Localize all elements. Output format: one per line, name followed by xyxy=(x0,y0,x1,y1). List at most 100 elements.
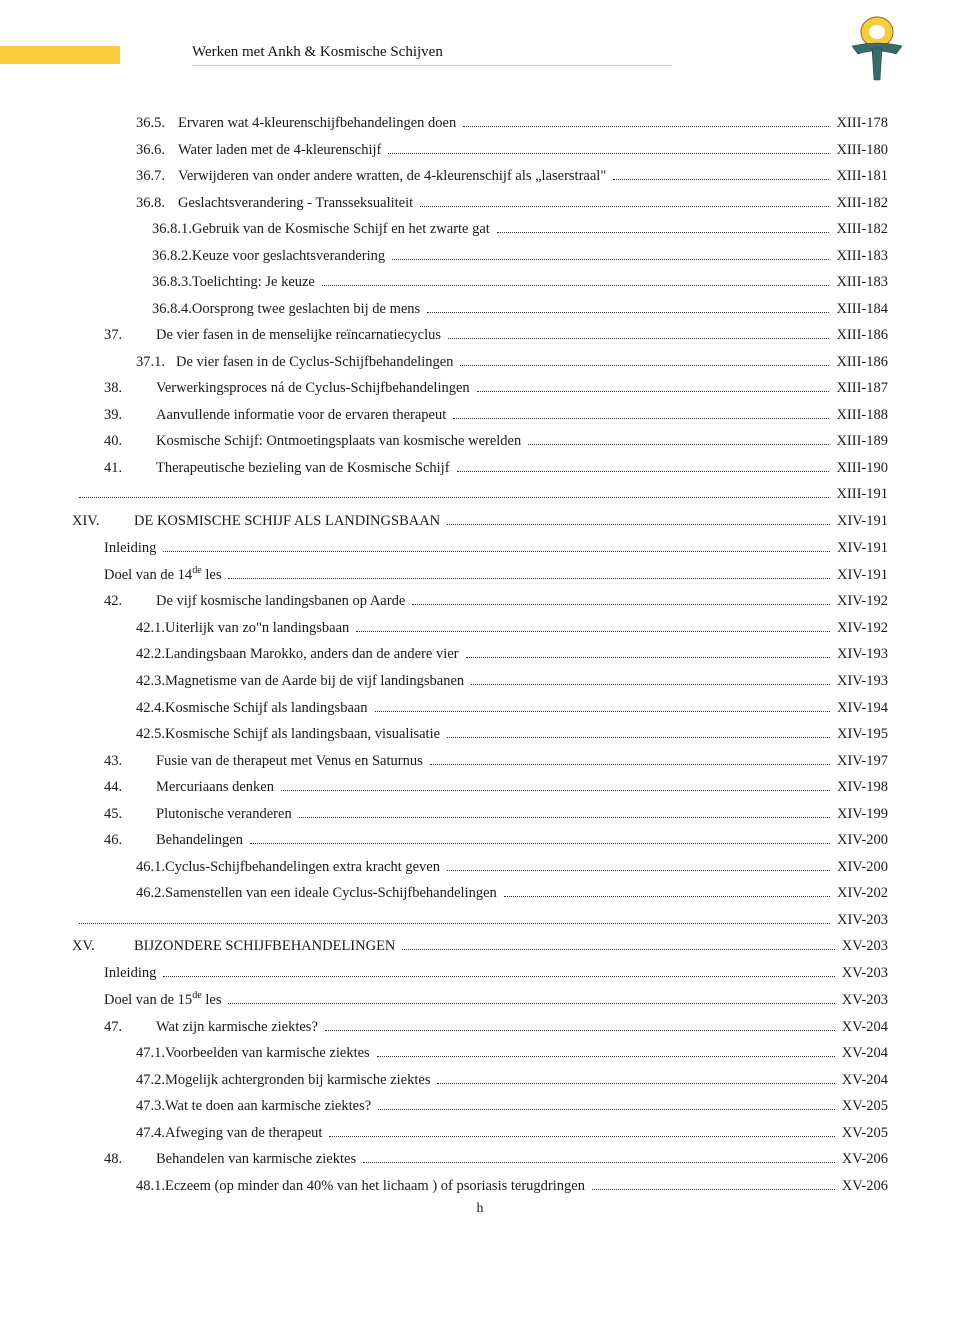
toc-entry: 40.Kosmische Schijf: Ontmoetingsplaats v… xyxy=(72,430,888,452)
toc-entry-text: Afweging van de therapeut xyxy=(165,1122,326,1144)
toc-entry-page: XIII-182 xyxy=(832,218,888,240)
toc-leader-dots xyxy=(281,778,830,791)
toc-entry-text: Cyclus-Schijfbehandelingen extra kracht … xyxy=(165,856,444,878)
toc-entry-text: De vier fasen in de Cyclus-Schijfbehande… xyxy=(176,351,457,373)
toc-entry: Doel van de 14de les XIV-191 xyxy=(72,563,888,586)
toc-entry-text: Therapeutische bezieling van de Kosmisch… xyxy=(138,457,454,479)
toc-entry: 37.De vier fasen in de menselijke reïnca… xyxy=(72,324,888,346)
toc-entry-text: Toelichting: Je keuze xyxy=(192,271,319,293)
toc-entry-text: Behandelen van karmische ziektes xyxy=(138,1148,360,1170)
toc-leader-dots xyxy=(437,1071,834,1084)
toc-entry: Inleiding XV-203 xyxy=(72,962,888,984)
toc-entry-text: Eczeem (op minder dan 40% van het lichaa… xyxy=(165,1175,589,1197)
toc-entry-page: XV-203 xyxy=(838,935,888,957)
toc-entry-page: XIV-198 xyxy=(833,776,888,798)
toc-entry-number: 36.5. xyxy=(136,112,178,134)
toc-entry-page: XIII-186 xyxy=(832,351,888,373)
ankh-logo-icon xyxy=(846,14,908,82)
toc-entry: 36.8.1. Gebruik van de Kosmische Schijf … xyxy=(72,218,888,240)
page-header: Werken met Ankh & Kosmische Schijven xyxy=(72,32,888,84)
toc-entry: 46.Behandelingen XIV-200 xyxy=(72,829,888,851)
toc-entry: XV.BIJZONDERE SCHIJFBEHANDELINGEN XV-203 xyxy=(72,935,888,957)
toc-entry-number: 46.1. xyxy=(136,856,165,878)
toc-entry-text: BIJZONDERE SCHIJFBEHANDELINGEN xyxy=(116,935,399,957)
toc-leader-dots xyxy=(299,805,830,818)
toc-entry: XIV-203 xyxy=(72,909,888,931)
toc-entry-page: XIII-186 xyxy=(832,324,888,346)
toc-entry-number: 36.8.1. xyxy=(152,218,192,240)
toc-entry: 41.Therapeutische bezieling van de Kosmi… xyxy=(72,457,888,479)
toc-entry-page: XIV-202 xyxy=(833,882,888,904)
toc-entry: 48.Behandelen van karmische ziektes XV-2… xyxy=(72,1148,888,1170)
toc-entry-number: 36.6. xyxy=(136,139,178,161)
toc-leader-dots xyxy=(613,167,829,180)
toc-entry-text: Kosmische Schijf als landingsbaan, visua… xyxy=(165,723,444,745)
toc-leader-dots xyxy=(392,247,829,260)
toc-entry-page: XIII-178 xyxy=(832,112,888,134)
toc-entry-page: XIII-190 xyxy=(832,457,888,479)
toc-entry-page: XIV-192 xyxy=(833,617,888,639)
toc-entry: 42.4. Kosmische Schijf als landingsbaan … xyxy=(72,697,888,719)
toc-entry-number: 46. xyxy=(104,829,138,851)
toc-leader-dots xyxy=(528,432,829,445)
toc-entry-number: 36.8.2. xyxy=(152,245,192,267)
toc-entry-text: Verwijderen van onder andere wratten, de… xyxy=(178,165,610,187)
toc-entry-number: 37. xyxy=(104,324,138,346)
toc-entry-page: XIV-197 xyxy=(833,750,888,772)
toc-entry-page: XIV-191 xyxy=(833,510,888,532)
toc-entry-page: XIII-182 xyxy=(832,192,888,214)
toc-leader-dots xyxy=(430,752,830,765)
toc-entry-text: De vijf kosmische landingsbanen op Aarde xyxy=(138,590,409,612)
toc-entry-text: De vier fasen in de menselijke reïncarna… xyxy=(138,324,445,346)
toc-entry-text: Kosmische Schijf als landingsbaan xyxy=(165,697,372,719)
toc-entry-number: 42. xyxy=(104,590,138,612)
toc-entry: XIII-191 xyxy=(72,483,888,505)
toc-entry: 47.Wat zijn karmische ziektes? XV-204 xyxy=(72,1016,888,1038)
toc-entry: 45.Plutonische veranderen XIV-199 xyxy=(72,803,888,825)
toc-entry-page: XIII-189 xyxy=(832,430,888,452)
toc-leader-dots xyxy=(592,1177,835,1190)
toc-entry-text: Aanvullende informatie voor de ervaren t… xyxy=(138,404,450,426)
toc-entry-number: 44. xyxy=(104,776,138,798)
toc-entry-number: 47.4. xyxy=(136,1122,165,1144)
toc-entry: 46.2. Samenstellen van een ideale Cyclus… xyxy=(72,882,888,904)
toc-leader-dots xyxy=(420,194,829,207)
toc-entry-number: 36.7. xyxy=(136,165,178,187)
toc-entry: 38.Verwerkingsproces ná de Cyclus-Schijf… xyxy=(72,377,888,399)
toc-entry-text: Gebruik van de Kosmische Schijf en het z… xyxy=(192,218,494,240)
toc-entry: 36.6.Water laden met de 4-kleurenschijf … xyxy=(72,139,888,161)
toc-entry: 43.Fusie van de therapeut met Venus en S… xyxy=(72,750,888,772)
toc-entry: 39.Aanvullende informatie voor de ervare… xyxy=(72,404,888,426)
toc-entry-text: Plutonische veranderen xyxy=(138,803,296,825)
toc-leader-dots xyxy=(356,619,830,632)
toc-entry: Inleiding XIV-191 xyxy=(72,537,888,559)
toc-entry-page: XV-206 xyxy=(838,1175,888,1197)
toc-leader-dots xyxy=(388,140,829,153)
toc-leader-dots xyxy=(457,459,830,472)
toc-entry-page: XIV-192 xyxy=(833,590,888,612)
toc-entry-number: 38. xyxy=(104,377,138,399)
toc-entry: 42.3. Magnetisme van de Aarde bij de vij… xyxy=(72,670,888,692)
toc-entry-number: 45. xyxy=(104,803,138,825)
toc-entry-page: XIII-183 xyxy=(832,245,888,267)
toc-leader-dots xyxy=(163,538,830,551)
page-footer-label: h xyxy=(72,1201,888,1217)
toc-leader-dots xyxy=(504,884,830,897)
toc-entry-text: Doel van de 14de les xyxy=(104,563,225,586)
toc-leader-dots xyxy=(402,937,834,950)
toc-entry-page: XIV-191 xyxy=(833,537,888,559)
toc-entry-page: XIV-200 xyxy=(833,856,888,878)
toc-entry-number: 42.5. xyxy=(136,723,165,745)
toc-entry: 46.1. Cyclus-Schijfbehandelingen extra k… xyxy=(72,856,888,878)
toc-entry-text: Water laden met de 4-kleurenschijf xyxy=(178,139,385,161)
toc-leader-dots xyxy=(228,991,834,1004)
toc-leader-dots xyxy=(427,300,829,313)
toc-leader-dots xyxy=(463,114,829,127)
toc-entry-page: XV-203 xyxy=(838,989,888,1011)
toc-entry-page: XIV-195 xyxy=(833,723,888,745)
toc-entry-number: XIV. xyxy=(72,510,116,532)
toc-entry-number: 36.8.4. xyxy=(152,298,192,320)
toc-entry: 48.1. Eczeem (op minder dan 40% van het … xyxy=(72,1175,888,1197)
toc-entry-text: Mogelijk achtergronden bij karmische zie… xyxy=(165,1069,434,1091)
toc-leader-dots xyxy=(460,353,829,366)
